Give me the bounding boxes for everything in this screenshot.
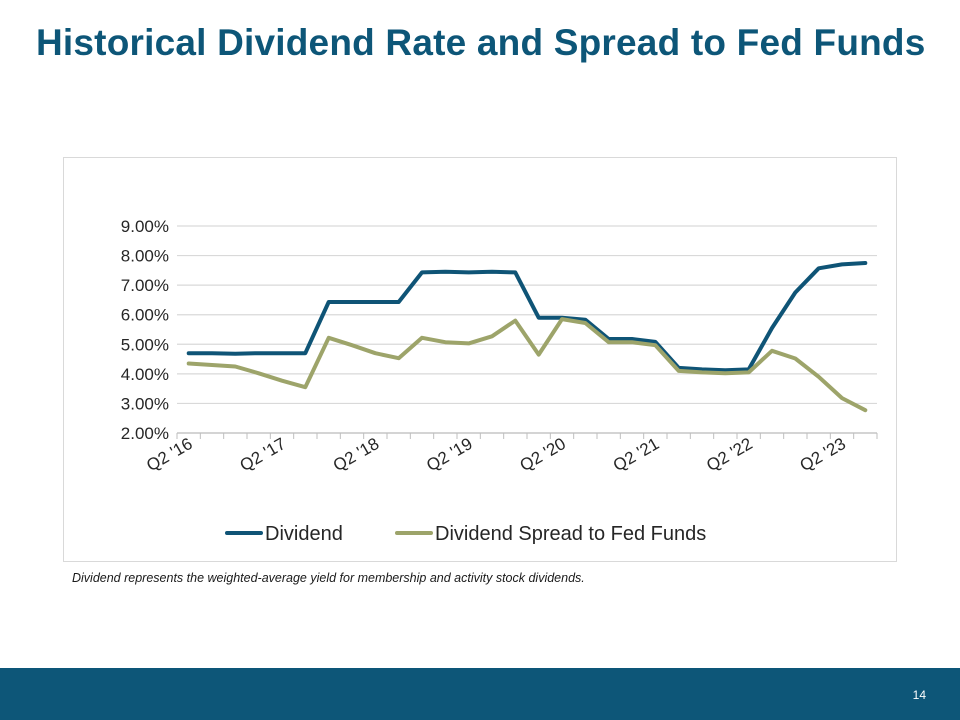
x-tick-label: Q2 '23 <box>797 434 849 475</box>
chart-legend: Dividend Dividend Spread to Fed Funds <box>225 523 706 545</box>
y-tick-label: 2.00% <box>121 424 169 443</box>
legend-label: Dividend <box>265 523 343 545</box>
chart-series <box>186 261 868 413</box>
x-tick-label: Q2 '17 <box>237 434 289 475</box>
chart-gridlines <box>177 225 877 434</box>
x-tick-label: Q2 '22 <box>703 434 755 475</box>
y-tick-label: 8.00% <box>121 247 169 266</box>
legend-label: Dividend Spread to Fed Funds <box>435 523 706 545</box>
slide-title: Historical Dividend Rate and Spread to F… <box>36 22 926 63</box>
x-tick-label: Q2 '20 <box>517 434 569 475</box>
x-tick-label: Q2 '21 <box>610 434 662 475</box>
y-tick-label: 7.00% <box>121 276 169 295</box>
y-tick-label: 9.00% <box>121 217 169 236</box>
series-line-dividend-spread-to-fed-funds <box>186 317 868 413</box>
y-tick-label: 6.00% <box>121 306 169 325</box>
y-tick-label: 3.00% <box>121 394 169 413</box>
series-line-dividend <box>186 261 868 373</box>
line-chart: 2.00% 3.00% 4.00% 5.00% 6.00% 7.00% 8.00% 9.00%… <box>121 217 878 545</box>
chart-frame: 2.00% 3.00% 4.00% 5.00% 6.00% 7.00% 8.00% 9.00%… <box>63 157 897 562</box>
footer-bar: 14 <box>0 668 960 720</box>
y-tick-label: 4.00% <box>121 365 169 384</box>
footnote: Dividend represents the weighted-average… <box>72 571 585 585</box>
x-tick-label: Q2 '18 <box>330 434 382 475</box>
page-number: 14 <box>912 688 926 702</box>
y-tick-label: 5.00% <box>121 335 169 354</box>
x-tick-label: Q2 '19 <box>423 434 475 475</box>
